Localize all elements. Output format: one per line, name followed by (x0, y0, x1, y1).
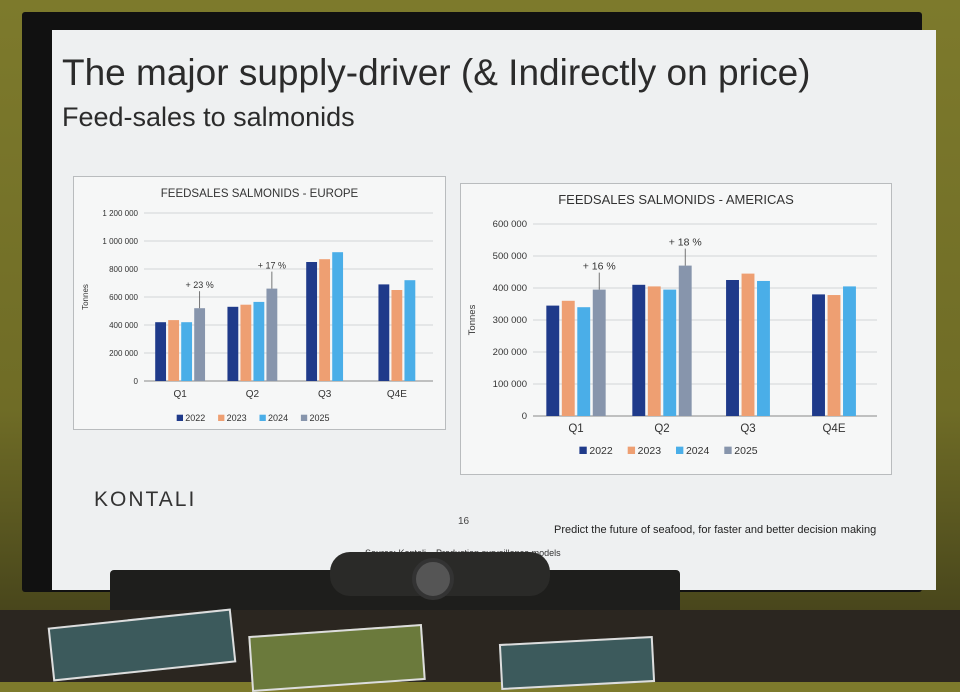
y-tick-label: 500 000 (493, 251, 527, 262)
bar-2023 (319, 259, 331, 381)
legend-label: 2024 (686, 445, 710, 457)
legend-label: 2025 (734, 445, 758, 457)
legend-label: 2023 (638, 445, 662, 457)
y-tick-label: 600 000 (493, 219, 527, 230)
bar-2024 (843, 286, 856, 416)
x-tick-label: Q2 (654, 423, 669, 435)
chart-title: FEEDSALES SALMONIDS - EUROPE (161, 188, 359, 200)
bar-2024 (757, 280, 770, 416)
y-axis-label: Tonnes (81, 284, 90, 310)
chart-title: FEEDSALES SALMONIDS - AMERICAS (558, 192, 794, 207)
legend-swatch-2022 (579, 446, 587, 454)
bar-2024 (332, 252, 344, 381)
bar-2022 (812, 294, 825, 416)
slide: The major supply-driver (& Indirectly on… (52, 30, 936, 590)
y-tick-label: 600 000 (109, 293, 138, 302)
bar-2025 (266, 288, 278, 381)
legend-swatch-2023 (218, 414, 225, 421)
annotation: + 23 % (185, 280, 213, 290)
chart-europe-panel: FEEDSALES SALMONIDS - EUROPE Tonnes 0 200 0… (73, 176, 446, 430)
page-number: 16 (458, 516, 470, 527)
x-tick-label: Q1 (173, 389, 187, 400)
x-tick-label: Q2 (246, 389, 260, 400)
slide-title: The major supply-driver (& Indirectly on… (62, 52, 811, 93)
bar-2023 (168, 320, 180, 381)
y-tick-label: 400 000 (493, 283, 527, 294)
legend-label: 2022 (185, 413, 205, 423)
slide-subtitle: Feed-sales to salmonids (62, 102, 355, 132)
y-tick-label: 300 000 (493, 315, 527, 326)
bar-2024 (577, 307, 591, 416)
legend-label: 2023 (227, 413, 247, 423)
bar-2023 (561, 300, 575, 416)
annotation: + 17 % (258, 261, 286, 271)
legend-label: 2022 (589, 445, 613, 457)
x-tick-label: Q3 (318, 389, 332, 400)
bar-2023 (240, 304, 252, 381)
legend-swatch-2023 (627, 446, 636, 454)
bar-2022 (546, 305, 560, 416)
y-tick-label: 200 000 (493, 347, 527, 358)
y-tick-label: 100 000 (493, 379, 527, 390)
bar-2024 (253, 301, 265, 381)
annotation: + 16 % (583, 261, 616, 273)
legend-swatch-2025 (300, 414, 308, 421)
chart-europe: FEEDSALES SALMONIDS - EUROPE Tonnes 0 200 0… (81, 188, 433, 423)
legend-swatch-2022 (176, 414, 183, 421)
legend-label: 2024 (268, 413, 288, 423)
chart-americas: FEEDSALES SALMONIDS - AMERICAS Tonnes 0 100… (467, 192, 877, 457)
y-axis-label: Tonnes (467, 304, 478, 335)
legend-swatch-2024 (676, 446, 684, 454)
annotation: + 18 % (669, 237, 702, 249)
legend-swatch-2025 (724, 446, 732, 454)
kontali-logo: KONTALI (94, 488, 197, 511)
y-tick-label: 0 (522, 411, 527, 422)
x-tick-label: Q4E (822, 423, 845, 435)
tagline: Predict the future of seafood, for faste… (554, 524, 877, 536)
legend-label: 2025 (309, 413, 329, 423)
camera-lens (412, 558, 454, 600)
x-tick-label: Q4E (387, 389, 407, 400)
y-tick-label: 400 000 (109, 321, 138, 330)
x-tick-label: Q1 (568, 423, 583, 435)
bar-2022 (378, 284, 390, 381)
tv-frame: The major supply-driver (& Indirectly on… (22, 12, 936, 592)
bar-2024 (181, 322, 193, 381)
bar-2023 (647, 286, 661, 416)
y-tick-label: 200 000 (109, 349, 138, 358)
bar-2023 (741, 273, 755, 416)
y-tick-label: 0 (134, 377, 139, 386)
legend-swatch-2024 (259, 414, 266, 421)
bar-2024 (663, 289, 677, 416)
bar-2022 (306, 262, 318, 381)
y-tick-label: 800 000 (109, 265, 138, 274)
y-tick-label: 1 000 000 (102, 237, 138, 246)
bar-2022 (632, 284, 646, 416)
bar-2023 (827, 295, 841, 416)
bar-2025 (592, 289, 606, 416)
bar-2025 (194, 308, 206, 381)
bar-2022 (227, 306, 239, 381)
bar-2022 (726, 280, 739, 416)
x-tick-label: Q3 (740, 423, 755, 435)
bar-2022 (155, 322, 167, 381)
y-tick-label: 1 200 000 (102, 209, 138, 218)
chart-americas-panel: FEEDSALES SALMONIDS - AMERICAS Tonnes 0 100… (460, 183, 892, 475)
bar-2024 (404, 280, 416, 381)
bar-2023 (391, 290, 403, 381)
bar-2025 (678, 265, 692, 416)
